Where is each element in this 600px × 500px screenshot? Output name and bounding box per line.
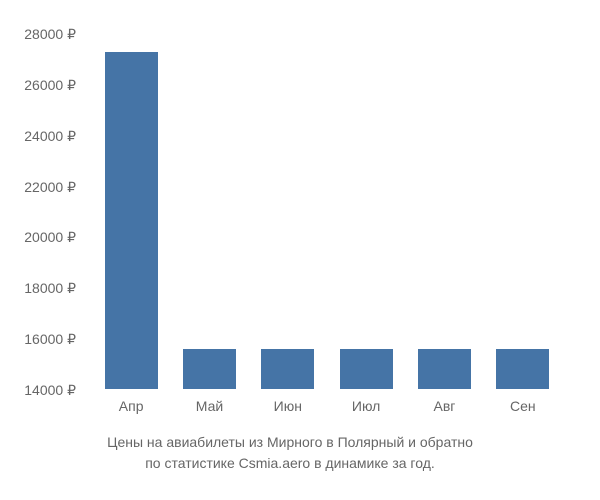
- chart-caption: Цены на авиабилеты из Мирного в Полярный…: [10, 432, 570, 474]
- y-axis: 28000 ₽ 26000 ₽ 24000 ₽ 22000 ₽ 20000 ₽ …: [10, 20, 84, 390]
- y-tick: 20000 ₽: [24, 230, 76, 244]
- caption-line2: по статистике Csmia.aero в динамике за г…: [145, 455, 435, 471]
- bar-slot: [327, 20, 405, 389]
- bar-slot: [170, 20, 248, 389]
- x-tick: Апр: [92, 398, 170, 414]
- y-tick: 26000 ₽: [24, 78, 76, 92]
- y-tick: 24000 ₽: [24, 129, 76, 143]
- bars-region: [84, 20, 570, 390]
- bar-apr: [105, 52, 158, 389]
- bar-slot: [405, 20, 483, 389]
- y-tick: 16000 ₽: [24, 332, 76, 346]
- bar-jul: [340, 349, 393, 389]
- bar-slot: [484, 20, 562, 389]
- x-tick: Май: [170, 398, 248, 414]
- y-tick: 22000 ₽: [24, 180, 76, 194]
- x-axis: Апр Май Июн Июл Авг Сен: [10, 398, 570, 414]
- x-tick: Сен: [484, 398, 562, 414]
- y-tick: 14000 ₽: [24, 383, 76, 397]
- bar-aug: [418, 349, 471, 389]
- y-tick: 28000 ₽: [24, 27, 76, 41]
- caption-line1: Цены на авиабилеты из Мирного в Полярный…: [107, 434, 473, 450]
- bar-slot: [249, 20, 327, 389]
- bar-may: [183, 349, 236, 389]
- y-tick: 18000 ₽: [24, 281, 76, 295]
- bar-jun: [261, 349, 314, 389]
- plot-area: 28000 ₽ 26000 ₽ 24000 ₽ 22000 ₽ 20000 ₽ …: [10, 20, 570, 390]
- bar-slot: [92, 20, 170, 389]
- price-chart: 28000 ₽ 26000 ₽ 24000 ₽ 22000 ₽ 20000 ₽ …: [0, 0, 600, 500]
- x-tick: Июл: [327, 398, 405, 414]
- bar-sep: [496, 349, 549, 389]
- x-tick: Авг: [405, 398, 483, 414]
- x-tick: Июн: [249, 398, 327, 414]
